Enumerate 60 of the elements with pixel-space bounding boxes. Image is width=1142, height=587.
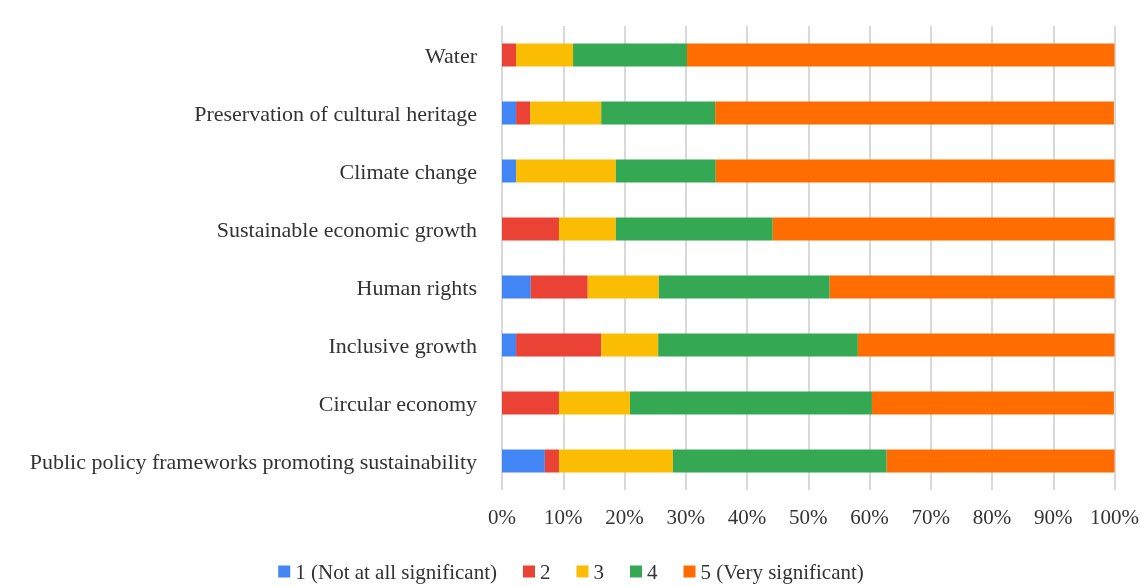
bar (658, 333, 858, 357)
x-tick-label: 70% (911, 504, 950, 529)
bar (672, 449, 887, 473)
bar (502, 43, 517, 67)
bar (516, 333, 602, 357)
bar (502, 275, 531, 299)
y-tick-label: Circular economy (318, 390, 477, 416)
bar (630, 391, 872, 415)
legend-label: 2 (540, 559, 551, 584)
bar (715, 159, 1115, 183)
bar (615, 217, 773, 241)
x-tick-label: 50% (789, 504, 828, 529)
y-tick-label: Preservation of cultural heritage (194, 100, 477, 126)
bar (686, 43, 1115, 67)
y-tick-label: Public policy frameworks promoting sustainability (29, 448, 477, 474)
bar (516, 101, 531, 125)
x-tick-label: 0% (488, 504, 516, 529)
x-tick-label: 90% (1034, 504, 1073, 529)
x-tick-label: 10% (544, 504, 583, 529)
bar (530, 101, 602, 125)
bar (530, 275, 588, 299)
bar (601, 101, 716, 125)
bar (544, 449, 559, 473)
bar (502, 333, 517, 357)
legend-label: 3 (593, 559, 604, 584)
y-tick-label: Human rights (356, 274, 477, 300)
bar (558, 217, 616, 241)
bar (516, 43, 574, 67)
bar (516, 159, 616, 183)
x-tick-label: 20% (605, 504, 644, 529)
x-tick-label: 30% (666, 504, 705, 529)
bar (715, 101, 1114, 125)
x-tick-label: 100% (1090, 504, 1139, 529)
bar (502, 217, 559, 241)
legend-label: 4 (647, 559, 658, 584)
bar (502, 449, 545, 473)
bar (601, 333, 659, 357)
bar (615, 159, 716, 183)
x-tick-label: 60% (850, 504, 889, 529)
bar (502, 159, 517, 183)
legend-label: 1 (Not at all significant) (295, 559, 497, 584)
bar (558, 391, 631, 415)
bar (829, 275, 1115, 299)
y-tick-label: Inclusive growth (328, 332, 477, 358)
x-tick-label: 80% (972, 504, 1012, 529)
bar (658, 275, 830, 299)
legend-label: 5 (Very significant) (700, 559, 864, 584)
bar (587, 275, 659, 299)
bar (573, 43, 687, 67)
y-tick-label: Climate change (339, 158, 477, 184)
bar (502, 391, 559, 415)
bar (502, 101, 517, 125)
bar (871, 391, 1114, 415)
bar (558, 449, 673, 473)
y-tick-label: Water (425, 42, 478, 68)
bar (886, 449, 1115, 473)
y-tick-label: Sustainable economic growth (216, 216, 477, 242)
bar (772, 217, 1115, 241)
bar (857, 333, 1115, 357)
x-tick-label: 40% (727, 504, 767, 529)
